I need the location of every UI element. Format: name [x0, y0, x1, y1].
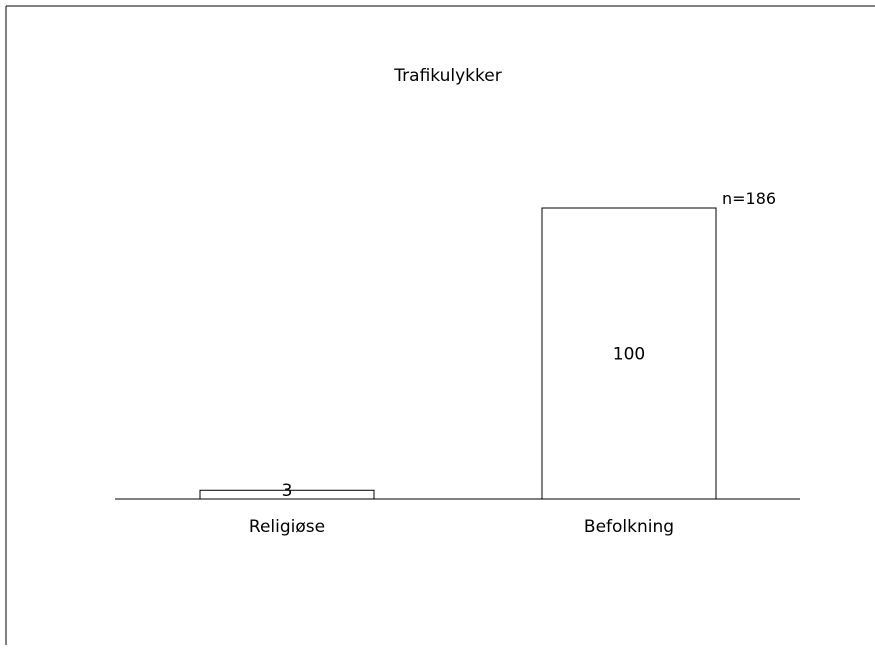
n-annotation: n=186 — [722, 189, 776, 208]
category-label-1: Befolkning — [584, 517, 674, 537]
chart-title: Trafikulykker — [393, 66, 501, 86]
bar-value-label-1: 100 — [613, 345, 645, 365]
bar-1 — [541, 207, 717, 500]
category-label-0: Religiøse — [249, 517, 325, 537]
bars-group: 3 Religiøse 100 Befolkning — [199, 207, 717, 537]
bar-value-label-0: 3 — [282, 481, 293, 501]
